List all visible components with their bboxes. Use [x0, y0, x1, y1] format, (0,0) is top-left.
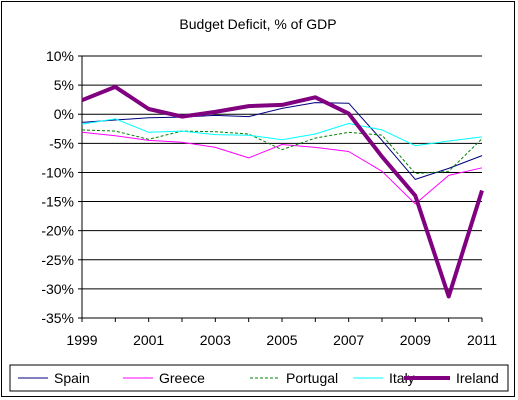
y-tick-label: -10% [41, 164, 74, 180]
legend-label-greece: Greece [159, 370, 205, 386]
legend-label-italy: Italy [389, 370, 415, 386]
series-line-italy [81, 118, 483, 147]
x-tick-label: 2009 [400, 332, 431, 348]
y-tick-label: -35% [41, 310, 74, 326]
series-line-ireland [81, 84, 484, 299]
y-tick-label: 0% [54, 106, 74, 122]
x-tick-label: 2005 [266, 332, 297, 348]
legend-label-spain: Spain [54, 370, 90, 386]
x-tick-label: 2007 [333, 332, 364, 348]
y-tick-label: -15% [41, 194, 74, 210]
y-tick-label: 10% [46, 48, 74, 64]
y-tick-label: 5% [54, 77, 74, 93]
series-line-portugal [81, 129, 483, 175]
x-tick-label: 2003 [200, 332, 231, 348]
series-line-spain [81, 102, 483, 180]
y-tick-label: -25% [41, 252, 74, 268]
y-tick-label: -20% [41, 223, 74, 239]
series-line-greece [81, 131, 483, 205]
x-tick-label: 2011 [467, 332, 497, 348]
y-tick-label: -30% [41, 281, 74, 297]
x-tick-label: 2001 [133, 332, 164, 348]
legend-label-portugal: Portugal [286, 370, 338, 386]
legend-label-ireland: Ireland [456, 370, 499, 386]
chart-title: Budget Deficit, % of GDP [179, 16, 337, 32]
y-tick-label: -5% [49, 135, 74, 151]
x-tick-label: 1999 [66, 332, 97, 348]
